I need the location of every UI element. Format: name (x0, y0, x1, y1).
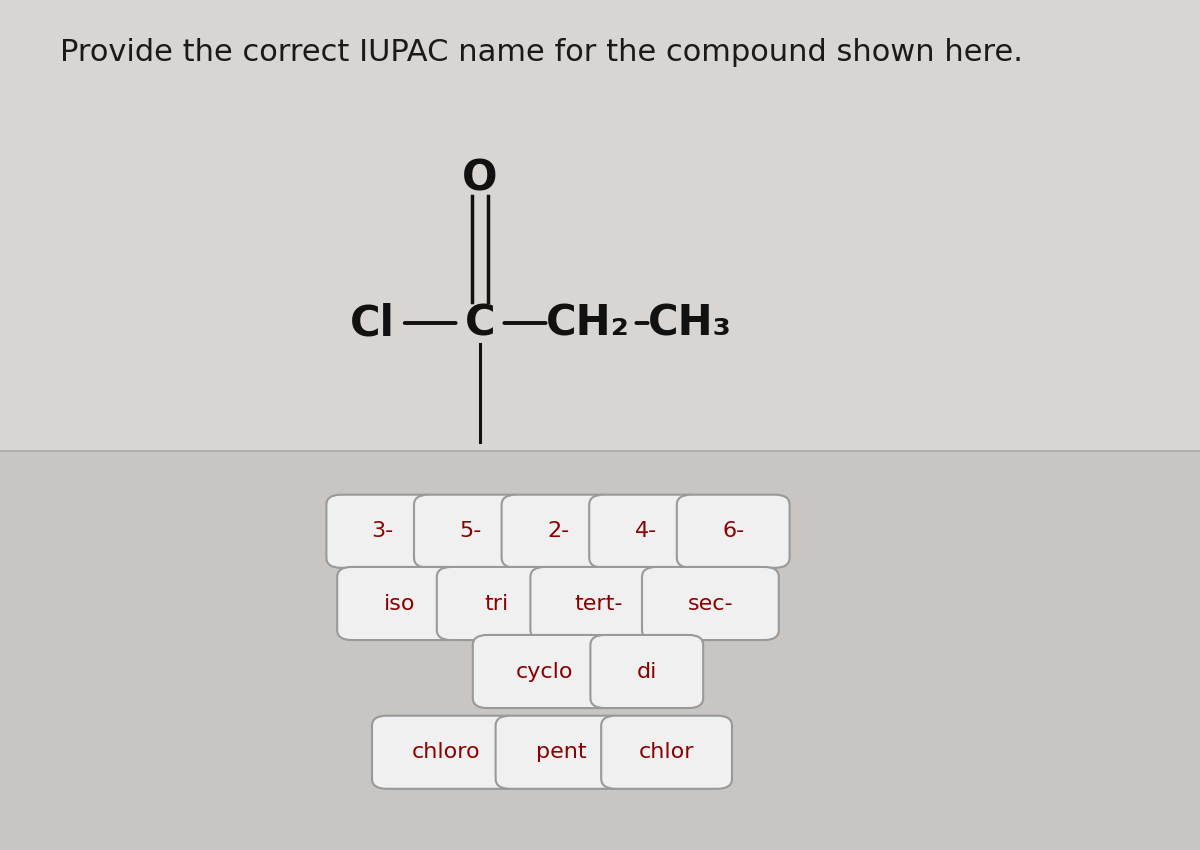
Text: CH₂: CH₂ (546, 302, 630, 344)
Bar (0, 450, 1200, 850)
Text: 2-: 2- (547, 521, 569, 541)
FancyBboxPatch shape (414, 495, 527, 568)
Text: iso: iso (384, 593, 415, 614)
FancyBboxPatch shape (530, 567, 667, 640)
FancyBboxPatch shape (372, 716, 521, 789)
Text: O: O (462, 157, 498, 200)
Text: 5-: 5- (460, 521, 481, 541)
Text: Provide the correct IUPAC name for the compound shown here.: Provide the correct IUPAC name for the c… (60, 38, 1022, 67)
Text: pent: pent (535, 742, 587, 762)
Bar (0, 0, 1200, 450)
Text: cyclo: cyclo (516, 661, 572, 682)
FancyBboxPatch shape (677, 495, 790, 568)
FancyBboxPatch shape (589, 495, 702, 568)
FancyBboxPatch shape (326, 495, 439, 568)
Text: tri: tri (484, 593, 509, 614)
Text: di: di (637, 661, 656, 682)
Text: tert-: tert- (575, 593, 623, 614)
Text: CH₃: CH₃ (648, 302, 732, 344)
Text: 6-: 6- (722, 521, 744, 541)
FancyBboxPatch shape (437, 567, 556, 640)
FancyBboxPatch shape (502, 495, 614, 568)
Text: C: C (464, 302, 496, 344)
FancyBboxPatch shape (496, 716, 626, 789)
FancyBboxPatch shape (473, 635, 616, 708)
Text: 4-: 4- (635, 521, 656, 541)
Text: Cl: Cl (349, 302, 395, 344)
FancyBboxPatch shape (601, 716, 732, 789)
Text: 3-: 3- (372, 521, 394, 541)
FancyBboxPatch shape (642, 567, 779, 640)
Text: sec-: sec- (688, 593, 733, 614)
Text: chloro: chloro (412, 742, 481, 762)
Text: chlor: chlor (638, 742, 695, 762)
FancyBboxPatch shape (590, 635, 703, 708)
FancyBboxPatch shape (337, 567, 462, 640)
